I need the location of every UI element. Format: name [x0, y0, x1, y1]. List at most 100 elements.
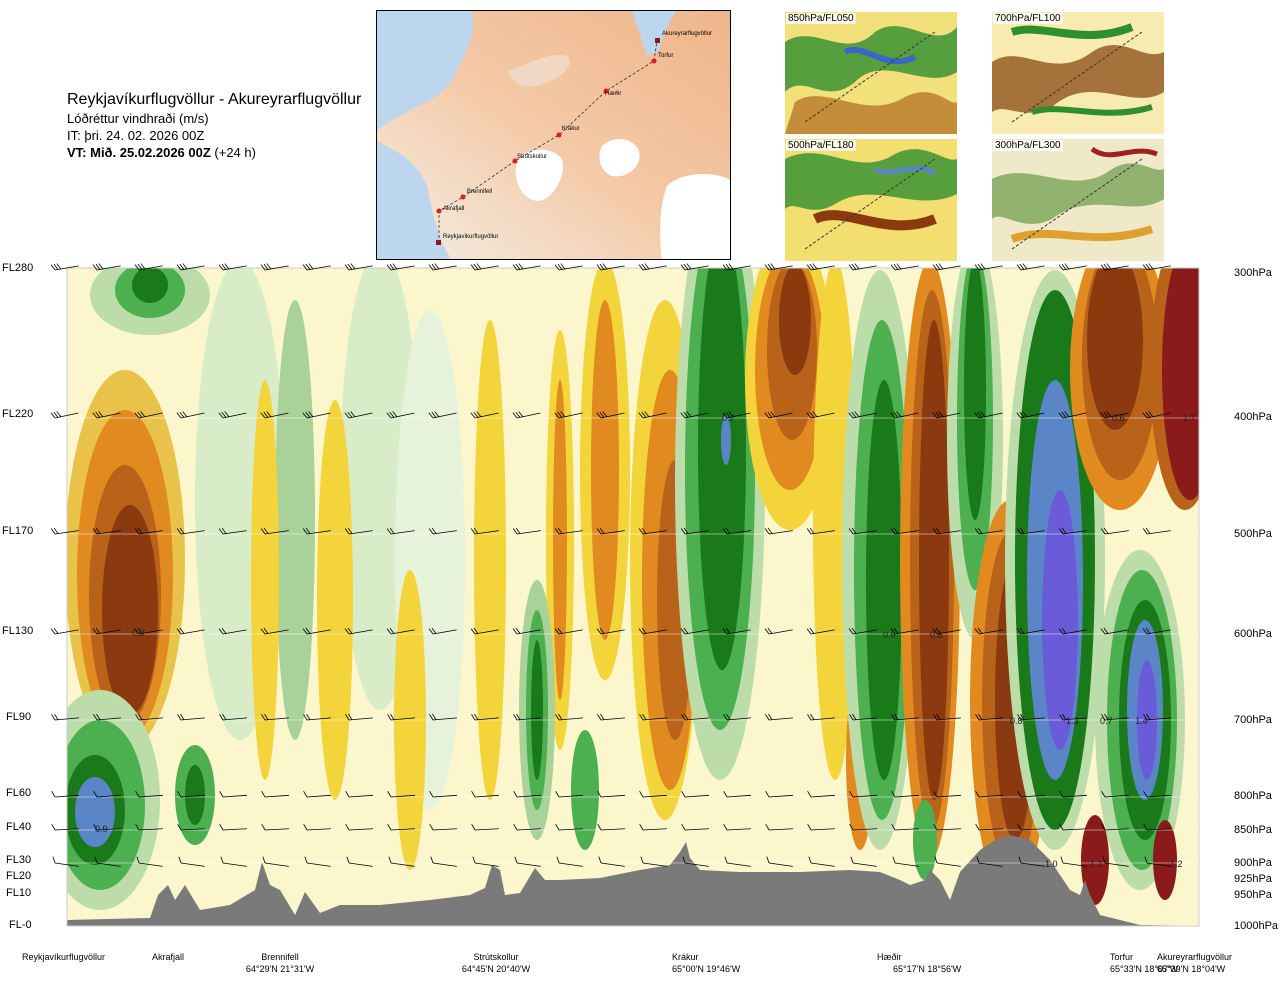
- wind-barb: [344, 263, 373, 271]
- wind-barb: [890, 411, 919, 419]
- wind-barb: [220, 856, 247, 867]
- wind-barb: [932, 527, 961, 535]
- wind-barb: [386, 263, 415, 271]
- wind-barb: [680, 263, 709, 271]
- wind-barb: [1142, 263, 1171, 271]
- vertical-cross-section: 0.7 0.6 1.7 0.9 0.6 0.8 0.8 1.3 0.7 1.4 …: [0, 262, 1280, 942]
- wind-barb: [1016, 411, 1045, 419]
- wind-barb: [177, 791, 205, 798]
- wind-barb: [512, 263, 541, 271]
- wind-barb: [1059, 713, 1087, 721]
- wind-barb: [806, 411, 835, 419]
- wind-barb: [303, 791, 331, 798]
- wind-barb: [723, 791, 751, 798]
- wind-barb: [387, 823, 415, 831]
- level-map-850hpa[interactable]: 850hPa/FL050: [785, 12, 957, 134]
- wind-barb: [470, 411, 499, 419]
- wind-barb: [1143, 791, 1171, 798]
- station-coords: 65°17'N 18°56'W: [893, 964, 962, 974]
- wind-barb: [848, 627, 877, 635]
- wind-barb: [429, 823, 457, 831]
- level-map-300hpa[interactable]: 300hPa/FL300: [992, 139, 1164, 261]
- wind-barb: [177, 713, 205, 721]
- wind-barb: [136, 856, 163, 867]
- wind-barb: [261, 791, 289, 798]
- wind-barb: [470, 263, 499, 271]
- wind-barb: [92, 627, 121, 635]
- wind-barb: [261, 713, 289, 721]
- wind-barb: [344, 411, 373, 419]
- station-krakur: Krákur 65°00'N 19°46'W: [672, 951, 758, 975]
- map-label-haedir: Hæðir: [605, 90, 621, 97]
- route-point-strutskollur: [512, 158, 518, 164]
- wind-barb: [1060, 856, 1087, 867]
- wind-barb: [302, 411, 331, 419]
- wind-barb: [262, 856, 289, 867]
- wind-barb: [176, 527, 205, 535]
- wind-barb: [1142, 527, 1171, 535]
- wind-barb: [722, 263, 751, 271]
- wind-barb: [975, 713, 1003, 721]
- station-torfur: Torfur 65°33'N 18°07'W: [1110, 951, 1178, 975]
- pressure-level-label: 500hPa: [1234, 528, 1272, 540]
- valid-time: VT: Mið. 25.02.2026 00Z (+24 h): [67, 144, 361, 161]
- wind-barb: [1101, 791, 1129, 798]
- wind-barb: [1058, 527, 1087, 535]
- wind-barb: [92, 263, 121, 271]
- route-point-krakur: [556, 132, 562, 138]
- level-map-500hpa[interactable]: 500hPa/FL180: [785, 139, 957, 261]
- wind-barb: [470, 627, 499, 635]
- wind-barb: [386, 411, 415, 419]
- flight-level-label: FL60: [6, 787, 32, 799]
- route-point-haedir: [603, 88, 609, 94]
- wind-barb: [302, 627, 331, 635]
- route-point-brennifell: [460, 194, 466, 200]
- wind-barb: [680, 411, 709, 419]
- wind-barb: [933, 823, 961, 831]
- pressure-level-label: 950hPa: [1234, 889, 1272, 901]
- wind-barb: [1101, 823, 1129, 831]
- wind-barb: [1058, 411, 1087, 419]
- wind-barb: [680, 527, 709, 535]
- valid-time-date: VT: Mið. 25.02.2026 00Z: [67, 145, 211, 160]
- wind-barb: [51, 713, 79, 721]
- wind-barb: [598, 856, 625, 867]
- flight-level-label: FL280: [2, 262, 34, 274]
- wind-barb: [1100, 411, 1129, 419]
- contour-label: 0.7: [1100, 716, 1113, 726]
- highland-ridge: [507, 54, 570, 87]
- pressure-level-label: 700hPa: [1234, 714, 1272, 726]
- wind-barb: [261, 823, 289, 831]
- station-haedir: Hæðir 65°17'N 18°56'W: [877, 951, 977, 975]
- valid-time-lead: (+24 h): [210, 145, 256, 160]
- station-name: Akrafjall: [152, 952, 185, 962]
- flight-level-label: FL40: [6, 821, 32, 833]
- pressure-level-label: 900hPa: [1234, 857, 1272, 869]
- wind-barb: [260, 627, 289, 635]
- station-name: Hæðir: [877, 952, 902, 962]
- wind-barb: [1016, 263, 1045, 271]
- wind-barb: [219, 823, 247, 831]
- pressure-level-label: 600hPa: [1234, 628, 1272, 640]
- flight-level-label: FL10: [6, 887, 32, 899]
- pressure-level-label: 850hPa: [1234, 824, 1272, 836]
- level-map-700hpa[interactable]: 700hPa/FL100: [992, 12, 1164, 134]
- wind-barb: [429, 791, 457, 798]
- wind-barb: [1016, 527, 1045, 535]
- map-label-reykjavik: Reykjavíkurflugvöllur: [443, 234, 498, 240]
- wind-barb: [765, 791, 793, 798]
- wind-barb: [764, 263, 793, 271]
- wind-barb: [554, 411, 583, 419]
- wind-barb: [513, 713, 541, 721]
- glacier-langjokull: [515, 149, 563, 201]
- wind-barb: [471, 713, 499, 721]
- wind-barb: [892, 856, 919, 867]
- wind-barb: [93, 791, 121, 798]
- wind-barb: [891, 823, 919, 831]
- station-name: Reykjavíkurflugvöllur: [22, 952, 106, 962]
- wind-barb: [808, 856, 835, 867]
- wind-barb: [640, 856, 667, 867]
- wind-barb: [1016, 627, 1045, 635]
- wind-barb: [890, 263, 919, 271]
- wind-barb: [514, 856, 541, 867]
